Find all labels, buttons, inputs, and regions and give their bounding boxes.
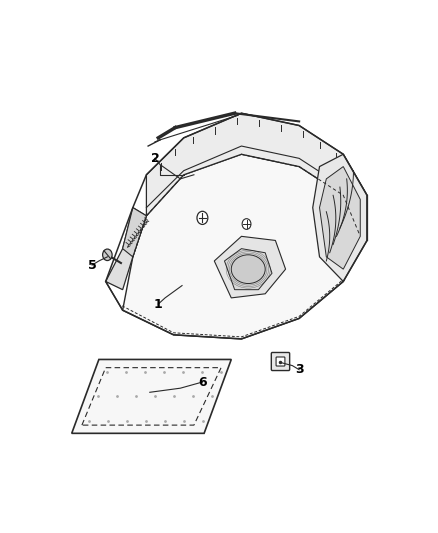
Text: 6: 6 xyxy=(198,376,207,389)
Text: 1: 1 xyxy=(154,297,162,311)
Ellipse shape xyxy=(231,255,265,284)
Text: 3: 3 xyxy=(295,363,304,376)
FancyBboxPatch shape xyxy=(271,352,290,370)
Circle shape xyxy=(197,211,208,224)
Circle shape xyxy=(242,219,251,229)
Polygon shape xyxy=(106,207,146,290)
FancyBboxPatch shape xyxy=(276,357,285,366)
Polygon shape xyxy=(224,248,272,290)
Polygon shape xyxy=(146,113,367,228)
Text: 5: 5 xyxy=(88,259,96,271)
Polygon shape xyxy=(320,166,360,269)
Polygon shape xyxy=(123,154,360,339)
Polygon shape xyxy=(214,236,286,298)
Circle shape xyxy=(102,249,112,261)
Polygon shape xyxy=(123,207,146,257)
Polygon shape xyxy=(313,154,367,281)
Text: 2: 2 xyxy=(151,152,159,165)
Polygon shape xyxy=(72,359,231,433)
